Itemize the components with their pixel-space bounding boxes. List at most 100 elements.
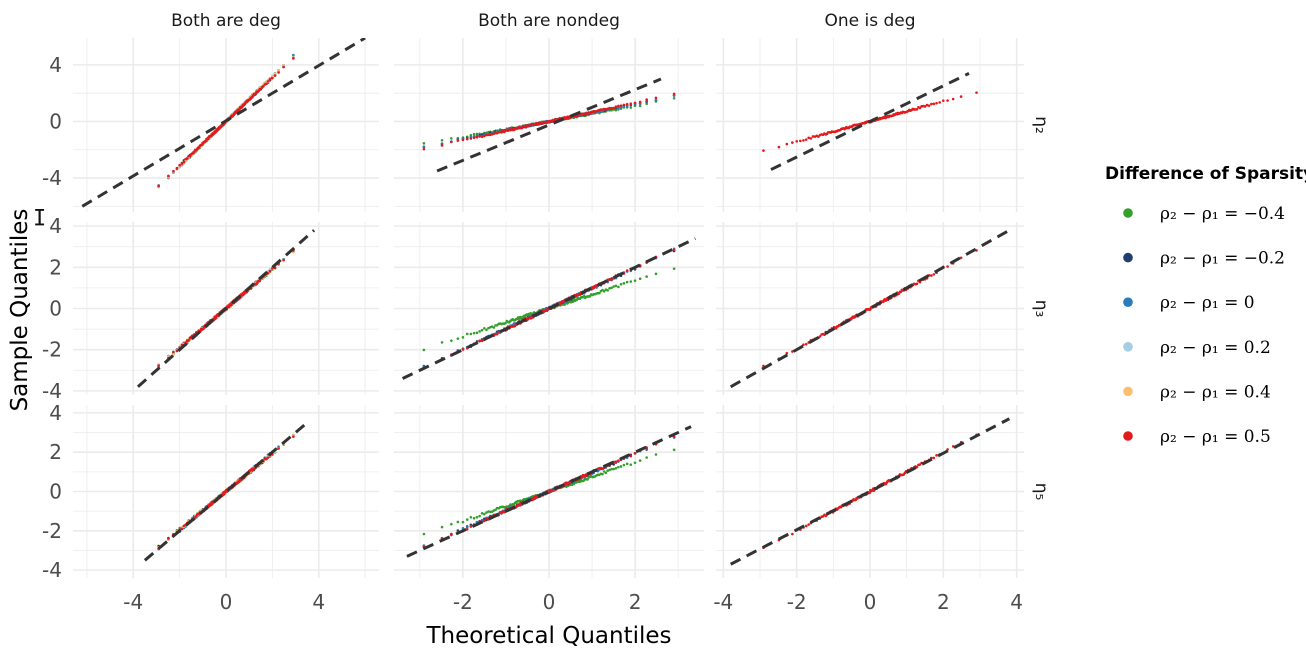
qq-point	[612, 285, 615, 288]
qq-point	[268, 269, 272, 273]
qq-point	[472, 331, 476, 335]
text-cursor-icon: Ι	[33, 206, 46, 231]
qq-point	[654, 453, 658, 456]
qq-point	[157, 184, 160, 188]
qq-point	[440, 139, 444, 142]
x-tick-label: 0	[543, 590, 556, 614]
qq-point	[480, 135, 484, 139]
facet-panel	[394, 405, 704, 578]
column-strip-label: Both are nondeg	[478, 11, 620, 31]
qq-point	[262, 85, 265, 88]
qq-point	[625, 102, 629, 106]
qq-point	[629, 280, 633, 283]
qq-point	[472, 136, 476, 140]
y-axis-title: Sample Quantiles	[7, 209, 33, 412]
qq-point	[242, 292, 246, 296]
qq-point	[946, 265, 949, 268]
y-tick-label: 2	[49, 440, 62, 464]
qq-point	[187, 338, 190, 342]
x-tick-label: 0	[220, 590, 233, 614]
qq-point	[654, 96, 658, 100]
qq-point	[450, 522, 453, 526]
qq-point	[610, 467, 613, 471]
qq-point	[580, 475, 584, 479]
qq-point	[625, 104, 629, 108]
qq-point	[167, 537, 170, 540]
qq-point	[592, 286, 596, 290]
qq-point	[475, 515, 479, 519]
qq-point	[182, 160, 186, 164]
qq-point	[654, 98, 658, 102]
column-strip-label: One is deg	[824, 11, 915, 31]
facet-panels	[73, 38, 1024, 578]
qq-point	[469, 133, 473, 137]
qq-point	[422, 348, 426, 352]
qq-point	[932, 102, 936, 106]
x-tick-label: 4	[1010, 590, 1023, 614]
qq-point	[610, 286, 613, 290]
qq-point	[465, 332, 469, 336]
facet-panel	[73, 405, 379, 578]
qq-point	[167, 174, 170, 178]
qq-point	[617, 465, 620, 469]
qq-point	[422, 147, 426, 151]
qq-point	[625, 269, 629, 272]
y-tick-label: 0	[49, 480, 62, 504]
legend-entry-label: ρ₂ − ρ₁ = −0.2	[1160, 249, 1285, 269]
qq-point	[273, 74, 277, 77]
legend-swatch	[1123, 342, 1133, 352]
qq-point	[478, 330, 481, 333]
qq-point	[672, 96, 676, 100]
qq-point	[935, 101, 938, 105]
legend-title: Difference of Sparsity	[1105, 164, 1306, 184]
qq-point	[292, 435, 295, 438]
qq-point	[802, 343, 805, 346]
x-tick-label: 4	[312, 590, 325, 614]
reference-line	[406, 425, 692, 558]
qq-point	[469, 137, 473, 140]
qq-point	[271, 76, 274, 80]
legend-swatch	[1123, 297, 1133, 308]
qq-point	[975, 91, 978, 94]
qq-point	[469, 525, 473, 528]
qq-point	[633, 461, 637, 465]
qq-point	[483, 134, 486, 138]
qq-point	[456, 139, 460, 142]
qq-point	[614, 284, 618, 288]
qq-point	[461, 520, 465, 524]
qq-point	[480, 512, 484, 515]
qq-point	[672, 267, 676, 270]
qq-point	[157, 364, 160, 367]
qq-point	[483, 517, 486, 521]
qq-point	[807, 523, 810, 526]
qq-point	[610, 107, 613, 111]
qq-point	[617, 285, 620, 289]
qq-point	[930, 274, 933, 277]
legend-entry-label: ρ₂ − ρ₁ = 0.5	[1160, 427, 1271, 447]
qq-point	[469, 332, 473, 336]
qq-point	[487, 133, 490, 137]
x-tick-label: 2	[937, 590, 950, 614]
row-strip-label: η₅	[1031, 483, 1051, 501]
y-tick-label: 4	[49, 401, 62, 425]
qq-point	[935, 454, 938, 457]
qq-point	[461, 348, 465, 351]
qq-point	[633, 101, 637, 105]
qq-point	[614, 467, 618, 470]
qq-point	[638, 100, 642, 104]
qq-point	[266, 80, 270, 83]
qq-point	[518, 504, 522, 507]
qq-point	[791, 350, 794, 353]
qq-point	[638, 277, 642, 280]
facet-panel	[73, 38, 379, 212]
qq-point	[487, 510, 490, 513]
qq-point	[465, 527, 469, 531]
qq-point	[938, 101, 941, 104]
y-tick-label: -4	[42, 379, 62, 403]
qq-point	[608, 106, 611, 110]
y-tick-label: 4	[49, 214, 62, 238]
qq-point	[277, 71, 280, 74]
qq-point	[450, 533, 453, 536]
qq-point	[265, 457, 268, 461]
legend-swatch	[1123, 208, 1133, 218]
